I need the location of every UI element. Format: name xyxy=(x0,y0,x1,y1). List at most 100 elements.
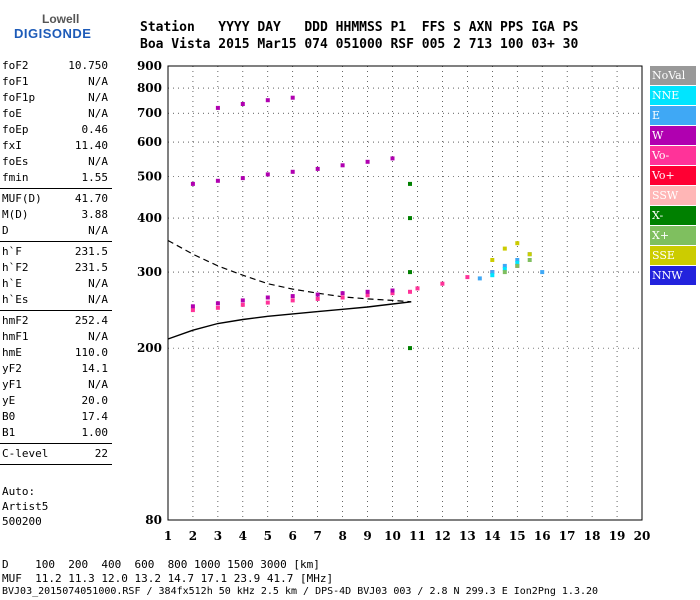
echo-point xyxy=(390,291,395,296)
legend-item: Vo- xyxy=(650,146,696,165)
echo-point xyxy=(340,163,345,168)
echo-point xyxy=(502,270,507,275)
echo-point xyxy=(215,178,220,183)
param-row: M(D) 3.88 xyxy=(0,207,112,223)
echo-point xyxy=(265,295,270,300)
param-value: N/A xyxy=(88,293,108,306)
param-row: hmF1 N/A xyxy=(0,329,112,345)
echo-point xyxy=(502,267,507,271)
echo-point xyxy=(408,216,412,221)
footer-muf-line: MUF 11.2 11.3 12.0 13.2 14.7 17.1 23.9 4… xyxy=(2,572,334,585)
x-tick-label: 18 xyxy=(584,529,601,543)
legend-item: SSW xyxy=(650,186,696,205)
legend-item: NoVal xyxy=(650,66,696,85)
echo-point xyxy=(215,301,220,306)
param-value: 231.5 xyxy=(74,261,108,274)
echo-point xyxy=(240,302,245,307)
echo-point xyxy=(265,98,270,103)
echo-point xyxy=(190,181,195,186)
param-value: 1.00 xyxy=(81,426,109,439)
legend-item: Vo+ xyxy=(650,166,696,185)
param-name: foEs xyxy=(2,155,29,168)
legend-item: X- xyxy=(650,206,696,225)
param-name: hmF2 xyxy=(2,314,29,327)
param-name: h`F xyxy=(2,245,22,258)
param-name: foF1p xyxy=(2,91,36,104)
lowell-digisonde-logo: Lowell DIGISONDE xyxy=(4,6,134,46)
echo-point xyxy=(215,305,220,310)
x-tick-label: 3 xyxy=(214,529,222,543)
echo-point xyxy=(408,181,412,186)
x-tick-label: 19 xyxy=(609,529,626,543)
param-value: 11.40 xyxy=(74,139,108,152)
y-tick-label: 80 xyxy=(145,513,162,527)
param-row: hmE 110.0 xyxy=(0,345,112,361)
param-separator xyxy=(0,241,112,242)
y-tick-label: 900 xyxy=(137,59,162,73)
param-value: N/A xyxy=(88,155,108,168)
param-name: fmin xyxy=(2,171,29,184)
param-row: yE 20.0 xyxy=(0,393,112,409)
param-value: 41.70 xyxy=(74,192,108,205)
param-name: hmE xyxy=(2,346,22,359)
x-tick-label: 9 xyxy=(363,529,371,543)
echo-point xyxy=(527,258,532,262)
param-name: fxI xyxy=(2,139,22,152)
param-value: 231.5 xyxy=(74,245,108,258)
param-name: M(D) xyxy=(2,208,29,221)
legend-item: X+ xyxy=(650,226,696,245)
param-name: h`F2 xyxy=(2,261,29,274)
echo-point xyxy=(315,166,320,171)
footer-distance-line: D 100 200 400 600 800 1000 1500 3000 [km… xyxy=(2,558,320,571)
param-name: MUF(D) xyxy=(2,192,42,205)
param-separator xyxy=(0,310,112,311)
header-line-2: Boa Vista 2015 Mar15 074 051000 RSF 005 … xyxy=(140,37,579,52)
param-name: hmF1 xyxy=(2,330,29,343)
param-separator xyxy=(0,188,112,189)
param-value: N/A xyxy=(88,378,108,391)
y-tick-label: 400 xyxy=(137,211,162,225)
param-name: h`E xyxy=(2,277,22,290)
y-tick-label: 600 xyxy=(137,135,162,149)
param-name: foEp xyxy=(2,123,29,136)
x-tick-label: 5 xyxy=(264,529,272,543)
param-row: foF2 10.750 xyxy=(0,58,112,74)
x-tick-label: 17 xyxy=(559,529,576,543)
param-name: yE xyxy=(2,394,16,407)
footer-file-line: BVJ03_2015074051000.RSF / 384fx512h 50 k… xyxy=(2,586,599,597)
echo-point xyxy=(265,300,270,305)
legend-item: NNE xyxy=(650,86,696,105)
echo-point xyxy=(290,294,295,299)
param-value: 22 xyxy=(94,447,108,460)
scaled-parameters-panel: foF2 10.750 foF1 N/A foF1p N/A foE N/A foEp 0.46 f… xyxy=(0,58,112,467)
param-value: 1.55 xyxy=(81,171,109,184)
param-name: yF1 xyxy=(2,378,22,391)
auto-version: 500200 xyxy=(2,515,42,528)
y-tick-label: 300 xyxy=(137,265,162,279)
chart-grid xyxy=(167,65,643,521)
param-separator xyxy=(0,443,112,444)
param-value: 14.1 xyxy=(81,362,109,375)
param-name: foF1 xyxy=(2,75,29,88)
param-row: fxI 11.40 xyxy=(0,138,112,154)
param-value: 20.0 xyxy=(81,394,109,407)
echo-point xyxy=(340,291,345,296)
param-row: h`E N/A xyxy=(0,276,112,292)
echo-points xyxy=(190,95,545,351)
param-value: N/A xyxy=(88,277,108,290)
x-tick-label: 6 xyxy=(289,529,297,543)
direction-legend: NoVal NNE E W Vo- Vo+ SSW X- X+ SSE NNW xyxy=(650,66,696,286)
param-row: yF2 14.1 xyxy=(0,361,112,377)
x-tick-label: 20 xyxy=(634,529,651,543)
param-row: MUF(D) 41.70 xyxy=(0,191,112,207)
x-tick-label: 2 xyxy=(189,529,197,543)
echo-point xyxy=(415,286,420,291)
param-row: foEs N/A xyxy=(0,154,112,170)
param-value: N/A xyxy=(88,330,108,343)
echo-point xyxy=(390,288,395,293)
autoscaling-info: Auto: Artist5 500200 xyxy=(2,484,48,529)
echo-point xyxy=(440,281,445,286)
echo-point xyxy=(290,298,295,303)
logo-text-lowell: Lowell xyxy=(42,12,80,26)
echo-point xyxy=(365,159,370,164)
